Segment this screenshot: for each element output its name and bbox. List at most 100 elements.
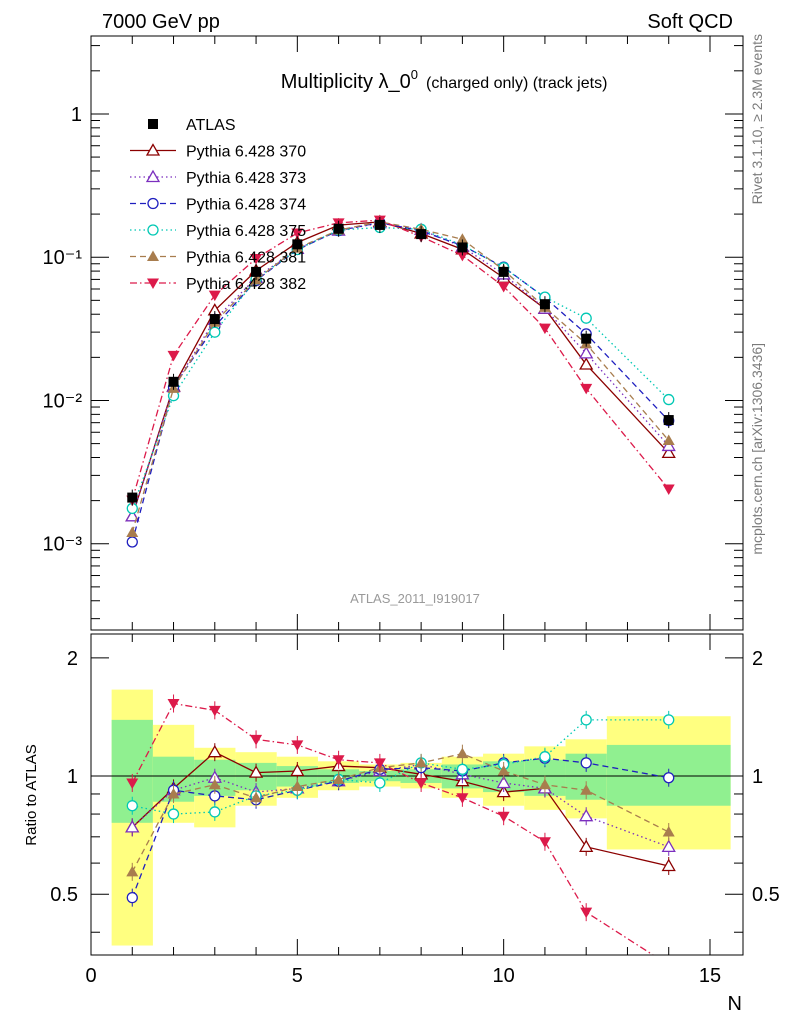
x-tick-label: 0 <box>85 965 96 987</box>
series-point-main <box>579 357 594 370</box>
series-point-ratio <box>250 791 263 803</box>
ratio-series-layer <box>125 694 676 955</box>
series-point-ratio <box>250 734 263 746</box>
series-point-main <box>456 250 469 262</box>
series-point-ratio <box>209 806 221 818</box>
data-point <box>251 266 262 277</box>
series-point-ratio <box>580 907 593 919</box>
data-point <box>663 415 674 426</box>
chart-title-main: Multiplicity λ_00 <box>281 67 418 93</box>
series-point-ratio <box>415 778 428 789</box>
series-line-main <box>131 222 670 517</box>
data-point <box>581 333 592 344</box>
series-point-ratio <box>207 744 222 758</box>
x-tick-label: 15 <box>699 965 721 987</box>
series-point-ratio <box>662 826 675 837</box>
legend: ATLAS Pythia 6.428 370 Pythia 6.428 373 Pyt… <box>130 117 306 293</box>
x-tick-label: 5 <box>292 965 303 987</box>
series-point-ratio <box>248 765 264 778</box>
ratio-y-label: Ratio to ATLAS <box>23 744 40 845</box>
header-right: Soft QCD <box>647 11 733 33</box>
legend-label: Pythia 6.428 375 <box>186 223 306 240</box>
series-point-ratio <box>126 800 138 812</box>
series-point-main <box>125 509 140 522</box>
series-point-ratio <box>538 837 551 848</box>
y-tick-label-ratio-right: 0.5 <box>752 884 780 906</box>
ratio-plot-frame <box>90 633 744 956</box>
series-point-ratio <box>415 756 428 768</box>
series-point-main <box>662 484 675 496</box>
series-point-ratio <box>456 793 469 804</box>
data-point <box>333 223 344 234</box>
series-point-ratio <box>374 777 386 789</box>
y-tick-label-main: 10⁻² <box>43 390 83 412</box>
watermark: ATLAS_2011_I919017 <box>350 591 480 606</box>
series-point-main <box>538 323 551 335</box>
series-point-ratio <box>167 787 180 799</box>
chart-title: Multiplicity λ_0 <box>281 71 411 93</box>
series-point-main <box>661 445 676 459</box>
series-point-main <box>661 438 676 452</box>
series-point-ratio <box>661 839 676 853</box>
data-point <box>457 242 468 253</box>
series-point-main <box>579 346 594 359</box>
series-point-ratio <box>497 811 510 823</box>
legend-marker-atlas <box>148 119 158 129</box>
series-point-main <box>580 383 593 395</box>
series-point-main <box>663 393 675 406</box>
y-tick-label-main: 10⁻¹ <box>43 247 83 269</box>
legend-marker <box>147 224 159 236</box>
series-point-ratio <box>663 772 675 784</box>
series-point-ratio <box>125 820 140 833</box>
legend-marker <box>147 197 159 210</box>
y-tick-label-ratio-right: 1 <box>752 766 763 788</box>
series-point-ratio <box>579 808 594 822</box>
data-point <box>416 229 427 240</box>
legend-label: Pythia 6.428 373 <box>186 170 306 187</box>
series-point-ratio <box>661 858 676 872</box>
series-point-main <box>250 253 263 265</box>
series-point-ratio <box>456 763 469 775</box>
series-point-main <box>126 536 138 548</box>
series-point-ratio <box>332 755 345 766</box>
y-tick-label-ratio: 2 <box>67 648 78 670</box>
legend-marker <box>147 250 159 261</box>
axis-ticks: 0 5 10 15 10⁻³ 10⁻² 10⁻¹ 1 0.5 0.5 1 1 2 2 <box>43 36 780 987</box>
legend-label-atlas: ATLAS <box>186 117 236 134</box>
legend-label: Pythia 6.428 382 <box>186 276 306 293</box>
series-line-main <box>131 221 670 543</box>
x-tick-label: 10 <box>493 965 515 987</box>
series-point-ratio <box>167 699 180 710</box>
rivet-label: Rivet 3.1.10, ≥ 2.3M events <box>749 34 765 204</box>
y-tick-label-main: 1 <box>71 104 82 126</box>
series-point-ratio <box>208 778 221 790</box>
series-point-ratio <box>663 714 675 726</box>
series-point-ratio <box>456 747 469 759</box>
data-point <box>539 299 550 310</box>
series-point-ratio <box>332 773 345 784</box>
series-point-main <box>456 233 469 244</box>
series-point-main <box>209 326 221 338</box>
x-axis-label: N <box>728 993 742 1015</box>
series-point-ratio <box>290 763 305 777</box>
series-point-main <box>167 350 180 362</box>
header-left: 7000 GeV pp <box>102 11 220 33</box>
y-tick-label-ratio: 1 <box>67 766 78 788</box>
series-point-ratio <box>373 758 386 769</box>
legend-marker <box>145 169 161 183</box>
series-point-ratio <box>538 778 551 790</box>
series-point-main <box>126 526 139 538</box>
data-point <box>168 376 179 387</box>
data-point <box>498 266 509 277</box>
series-point-ratio <box>126 891 138 904</box>
series-point-main <box>291 228 304 239</box>
series-point-ratio <box>291 780 304 792</box>
data-point <box>127 492 138 503</box>
y-tick-label-ratio: 0.5 <box>50 884 78 906</box>
legend-marker <box>145 143 161 156</box>
main-series-layer <box>125 214 676 548</box>
series-point-ratio <box>539 751 551 763</box>
series-point-main <box>497 282 510 293</box>
series-point-ratio <box>580 714 592 726</box>
